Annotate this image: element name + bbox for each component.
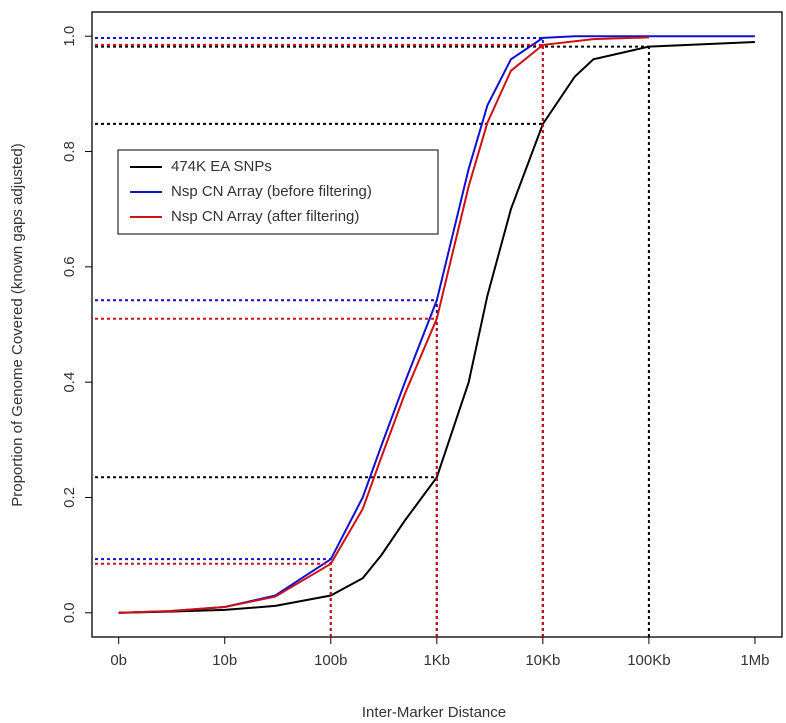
x-tick-label: 100b bbox=[314, 652, 347, 669]
x-tick-label: 0b bbox=[110, 652, 127, 669]
x-axis-label: Inter-Marker Distance bbox=[362, 704, 506, 721]
legend-label: 474K EA SNPs bbox=[171, 158, 272, 175]
y-tick-label: 0.8 bbox=[61, 141, 78, 162]
y-tick-label: 0.2 bbox=[61, 487, 78, 508]
x-tick-label: 10b bbox=[212, 652, 237, 669]
y-tick-label: 0.6 bbox=[61, 256, 78, 277]
y-tick-label: 0.4 bbox=[61, 372, 78, 393]
legend-label: Nsp CN Array (after filtering) bbox=[171, 208, 359, 225]
legend-label: Nsp CN Array (before filtering) bbox=[171, 183, 372, 200]
x-tick-label: 100Kb bbox=[627, 652, 670, 669]
x-tick-label: 1Kb bbox=[423, 652, 450, 669]
series-line bbox=[118, 41, 755, 614]
y-tick-label: 0.0 bbox=[61, 602, 78, 623]
x-tick-label: 1Mb bbox=[740, 652, 769, 669]
y-axis-label: Proportion of Genome Covered (known gaps… bbox=[9, 143, 26, 507]
x-tick-label: 10Kb bbox=[525, 652, 560, 669]
legend-box bbox=[117, 149, 439, 235]
series-line bbox=[118, 36, 649, 614]
y-tick-label: 1.0 bbox=[61, 26, 78, 47]
